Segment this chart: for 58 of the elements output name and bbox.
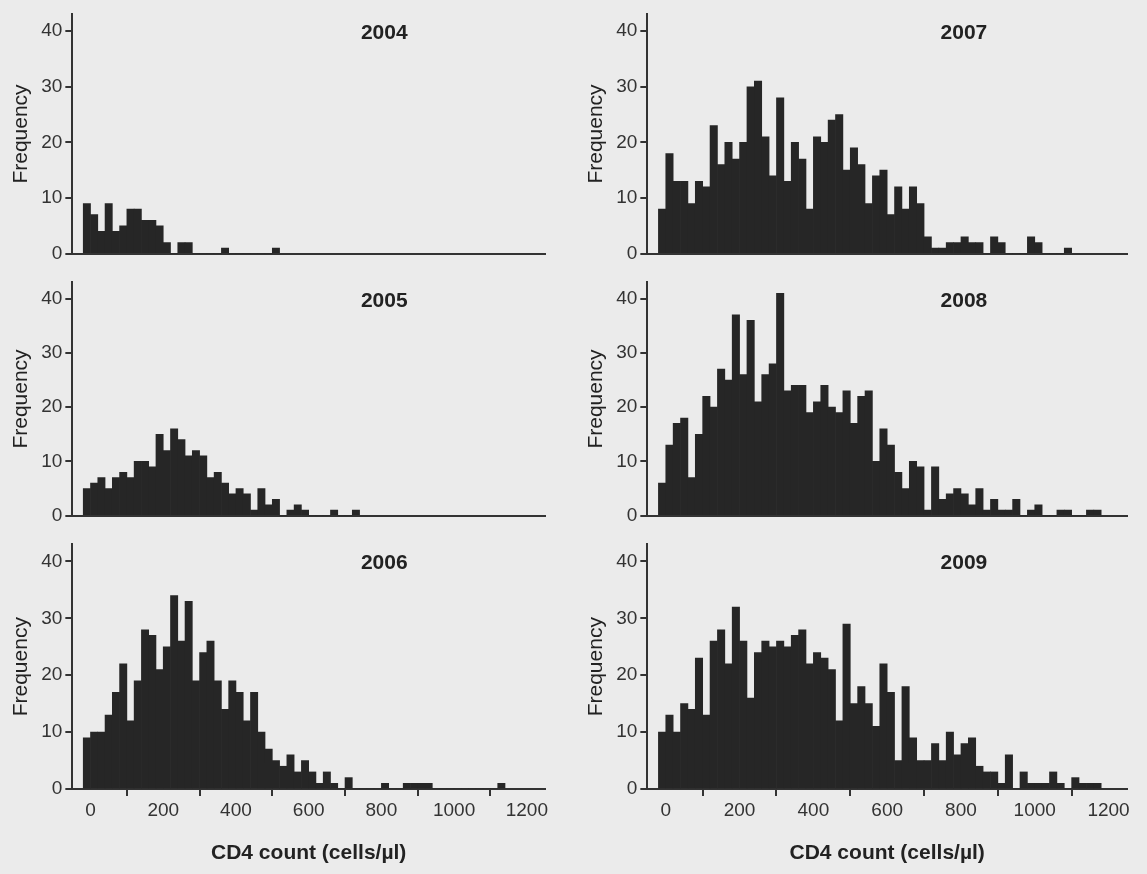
y-tick-label: 40 [616,549,638,571]
x-axis-title: CD4 count (cells/µl) [211,840,407,864]
y-tick-label: 30 [616,74,638,96]
x-tick-label: 1200 [505,798,548,820]
y-tick-label: 30 [616,341,638,363]
y-tick-label: 0 [51,503,63,525]
y-tick-label: 10 [616,720,638,742]
y-tick-label: 0 [51,777,63,799]
x-tick-label: 600 [292,798,325,820]
y-tick-label: 30 [616,606,638,628]
y-axis-title: Frequency [8,83,32,184]
y-tick-label: 20 [41,130,63,152]
x-tick-label: 1200 [1087,798,1130,820]
y-tick-label: 40 [616,286,638,308]
y-tick-label: 10 [41,449,63,471]
y-tick-label: 10 [616,449,638,471]
y-tick-label: 0 [626,777,638,799]
y-tick-label: 0 [626,241,638,263]
chart-title: 2006 [360,549,408,573]
x-tick-label: 0 [85,798,96,820]
y-tick-label: 40 [41,549,63,571]
y-axis-title: Frequency [583,616,607,717]
x-tick-label: 400 [797,798,830,820]
chart-title: 2005 [360,287,408,311]
y-tick-label: 30 [41,606,63,628]
y-tick-label: 10 [41,720,63,742]
x-tick-label: 800 [365,798,398,820]
y-tick-label: 0 [626,503,638,525]
x-tick-label: 200 [723,798,756,820]
y-tick-label: 10 [41,186,63,208]
chart-title: 2009 [940,549,988,573]
y-tick-label: 0 [51,241,63,263]
y-tick-label: 20 [616,663,638,685]
y-tick-label: 20 [616,130,638,152]
x-tick-label: 1000 [1013,798,1056,820]
y-axis-title: Frequency [8,348,32,449]
x-tick-label: 1000 [432,798,476,820]
y-tick-label: 40 [616,19,638,41]
x-tick-label: 200 [147,798,180,820]
y-axis-title: Frequency [583,83,607,184]
x-tick-label: 600 [871,798,904,820]
x-tick-label: 800 [945,798,977,820]
y-tick-label: 30 [41,74,63,96]
y-tick-label: 20 [616,395,638,417]
y-tick-label: 10 [616,186,638,208]
y-tick-label: 40 [41,19,63,41]
y-tick-label: 20 [41,395,63,417]
x-tick-label: 400 [220,798,252,820]
chart-title: 2008 [940,287,988,311]
x-tick-label: 0 [660,798,672,820]
x-axis-title: CD4 count (cells/µl) [789,840,985,864]
y-axis-title: Frequency [583,348,607,449]
chart-title: 2007 [940,19,988,43]
y-tick-label: 30 [41,341,63,363]
y-axis-title: Frequency [8,616,32,717]
y-tick-label: 20 [41,663,63,685]
chart-title: 2004 [360,19,408,43]
y-tick-label: 40 [41,286,63,308]
